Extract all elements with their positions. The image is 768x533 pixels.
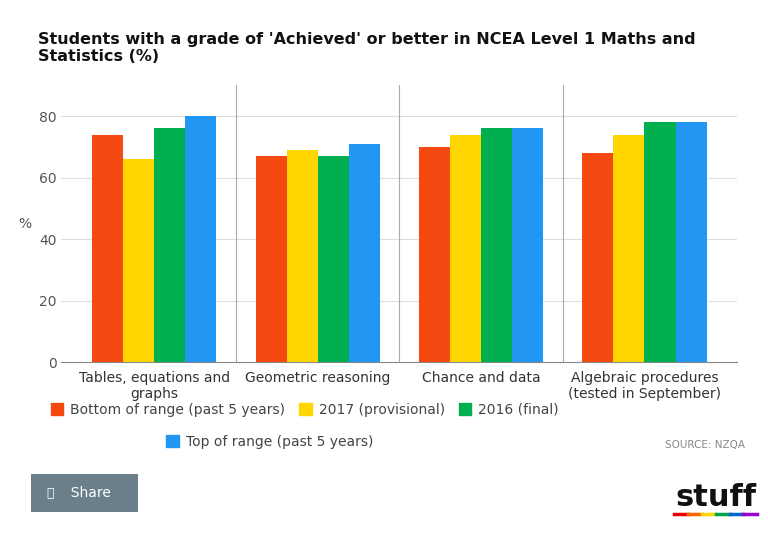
Bar [419, 147, 450, 362]
Bar [481, 128, 512, 362]
Bar [185, 116, 217, 362]
Text: Share: Share [62, 486, 111, 500]
Bar [614, 134, 644, 362]
Bar [349, 144, 379, 362]
Bar [92, 134, 123, 362]
Bar [644, 122, 676, 362]
FancyBboxPatch shape [22, 471, 147, 515]
Text: SOURCE: NZQA: SOURCE: NZQA [665, 440, 745, 450]
Bar [582, 153, 614, 362]
Y-axis label: %: % [18, 217, 31, 231]
Bar [450, 134, 481, 362]
Bar [512, 128, 543, 362]
Bar [154, 128, 185, 362]
Bar [123, 159, 154, 362]
Bar [256, 156, 286, 362]
Bar [676, 122, 707, 362]
Legend: Bottom of range (past 5 years), 2017 (provisional), 2016 (final): Bottom of range (past 5 years), 2017 (pr… [45, 397, 564, 422]
Legend: Top of range (past 5 years): Top of range (past 5 years) [161, 429, 379, 454]
Bar [318, 156, 349, 362]
Text: stuff: stuff [676, 483, 756, 512]
Text: ⤴: ⤴ [46, 487, 54, 499]
Text: Students with a grade of 'Achieved' or better in NCEA Level 1 Maths and Statisti: Students with a grade of 'Achieved' or b… [38, 32, 696, 64]
Bar [286, 150, 318, 362]
